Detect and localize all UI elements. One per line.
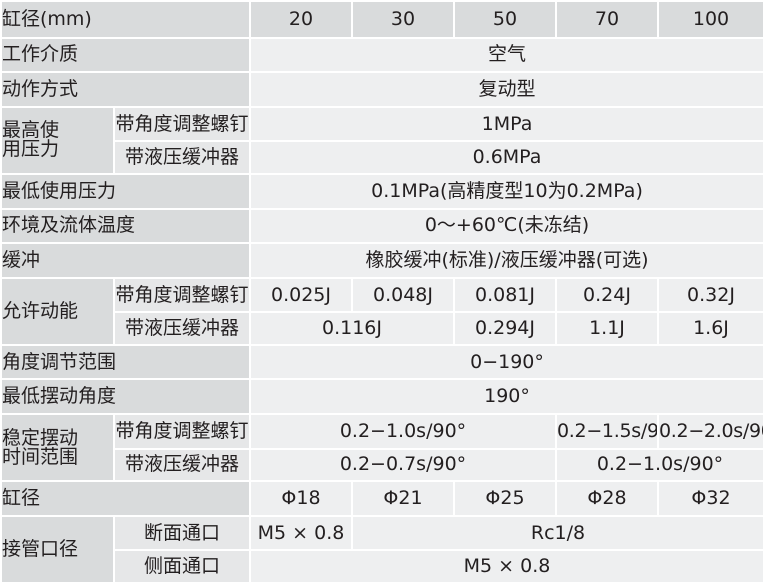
value-port-side: M5 × 0.8	[249, 549, 763, 584]
row-label-cushion: 缓冲	[0, 242, 251, 279]
label-line: 时间范围	[2, 445, 79, 468]
bore-header-20: 20	[249, 0, 353, 39]
value-cushion: 橡胶缓冲(标准)/液压缓冲器(可选)	[249, 242, 763, 279]
value-phi-20: Φ18	[249, 480, 353, 517]
value-kinetic-hyd-70: 1.1J	[555, 311, 659, 346]
row-label-kinetic: 允许动能	[0, 276, 115, 346]
table-row: 带液压缓冲器 0.2−0.7s/90° 0.2−1.0s/90°	[1, 447, 763, 483]
value-port-end-20: M5 × 0.8	[249, 514, 353, 552]
bore-header-label: 缸径(mm)	[0, 0, 251, 39]
bore-header-100: 100	[657, 0, 763, 39]
value-kinetic-hyd-100: 1.6J	[657, 311, 763, 346]
table-row: 稳定摆动 时间范围 带角度调整螺钉 0.2−1.0s/90° 0.2−1.5s/…	[0, 413, 763, 483]
header-row: 缸径(mm) 20 30 50 70 100	[0, 0, 763, 39]
sub-label-side-port: 侧面通口	[113, 549, 251, 584]
value-swing-hyd-20-50: 0.2−0.7s/90°	[249, 447, 557, 483]
value-swing-screw-20-50: 0.2−1.0s/90°	[249, 413, 557, 450]
sub-label-end-port: 断面通口	[113, 514, 251, 552]
label-line: 最高使	[2, 119, 60, 142]
label-line: 用压力	[2, 138, 60, 161]
table-row: 角度调节范围 0−190°	[0, 343, 763, 381]
sub-label-angle-screw: 带角度调整螺钉	[113, 276, 251, 314]
table-row: 最低摆动角度 190°	[0, 378, 763, 416]
value-kinetic-70: 0.24J	[555, 276, 659, 314]
value-min-pressure: 0.1MPa(高精度型10为0.2MPa)	[249, 172, 763, 210]
bore-header-30: 30	[351, 0, 455, 39]
value-phi-70: Φ28	[555, 480, 659, 517]
table-row: 带液压缓冲器 0.116J 0.294J 1.1J 1.6J	[1, 311, 763, 346]
value-max-pressure-hydraulic: 0.6MPa	[249, 140, 763, 175]
bore-header-70: 70	[555, 0, 659, 39]
row-label-swing-time: 稳定摆动 时间范围	[0, 413, 115, 483]
value-max-pressure-screw: 1MPa	[249, 105, 763, 143]
value-kinetic-hyd-50: 0.294J	[453, 311, 557, 346]
value-temperature: 0～+60℃(未冻结)	[249, 207, 763, 245]
table-row: 环境及流体温度 0～+60℃(未冻结)	[0, 207, 763, 245]
sub-label-angle-screw: 带角度调整螺钉	[113, 413, 251, 450]
table-row: 缸径 Φ18 Φ21 Φ25 Φ28 Φ32	[0, 480, 763, 517]
value-phi-50: Φ25	[453, 480, 557, 517]
value-swing-screw-100: 0.2−2.0s/90°	[657, 413, 763, 450]
table-row: 工作介质 空气	[0, 36, 763, 74]
table-row: 接管口径 断面通口 M5 × 0.8 Rc1/8	[0, 514, 763, 584]
sub-label-hydraulic: 带液压缓冲器	[113, 140, 251, 175]
value-phi-100: Φ32	[657, 480, 763, 517]
value-kinetic-hyd-20-30: 0.116J	[249, 311, 455, 346]
value-kinetic-50: 0.081J	[453, 276, 557, 314]
row-label-angle-range: 角度调节范围	[0, 343, 251, 381]
value-kinetic-20: 0.025J	[249, 276, 353, 314]
table-row: 侧面通口 M5 × 0.8	[1, 549, 763, 584]
bore-header-50: 50	[453, 0, 557, 39]
value-phi-30: Φ21	[351, 480, 455, 517]
row-label-action: 动作方式	[0, 71, 251, 108]
value-swing-hyd-70-100: 0.2−1.0s/90°	[555, 447, 763, 483]
row-label-port: 接管口径	[0, 514, 115, 584]
row-label-bore-phi: 缸径	[0, 480, 251, 517]
row-label-medium: 工作介质	[0, 36, 251, 74]
table-row: 带液压缓冲器 0.6MPa	[1, 140, 763, 175]
value-swing-screw-70: 0.2−1.5s/90°	[555, 413, 659, 450]
sub-label-hydraulic: 带液压缓冲器	[113, 311, 251, 346]
table-row: 最高使 用压力 带角度调整螺钉 1MPa	[0, 105, 763, 175]
value-kinetic-100: 0.32J	[657, 276, 763, 314]
value-action: 复动型	[249, 71, 763, 108]
table-row: 动作方式 复动型	[0, 71, 763, 108]
table-row: 最低使用压力 0.1MPa(高精度型10为0.2MPa)	[0, 172, 763, 210]
value-angle-range: 0−190°	[249, 343, 763, 381]
sub-label-angle-screw: 带角度调整螺钉	[113, 105, 251, 143]
table-row: 允许动能 带角度调整螺钉 0.025J 0.048J 0.081J 0.24J …	[0, 276, 763, 346]
value-port-end-30-100: Rc1/8	[351, 514, 763, 552]
value-min-swing: 190°	[249, 378, 763, 416]
value-medium: 空气	[249, 36, 763, 74]
value-kinetic-30: 0.048J	[351, 276, 455, 314]
row-label-temperature: 环境及流体温度	[0, 207, 251, 245]
row-label-min-swing: 最低摆动角度	[0, 378, 251, 416]
row-label-max-pressure: 最高使 用压力	[0, 105, 115, 175]
sub-label-hydraulic: 带液压缓冲器	[113, 447, 251, 483]
label-line: 稳定摆动	[2, 426, 79, 449]
table-row: 缓冲 橡胶缓冲(标准)/液压缓冲器(可选)	[0, 242, 763, 279]
row-label-min-pressure: 最低使用压力	[0, 172, 251, 210]
